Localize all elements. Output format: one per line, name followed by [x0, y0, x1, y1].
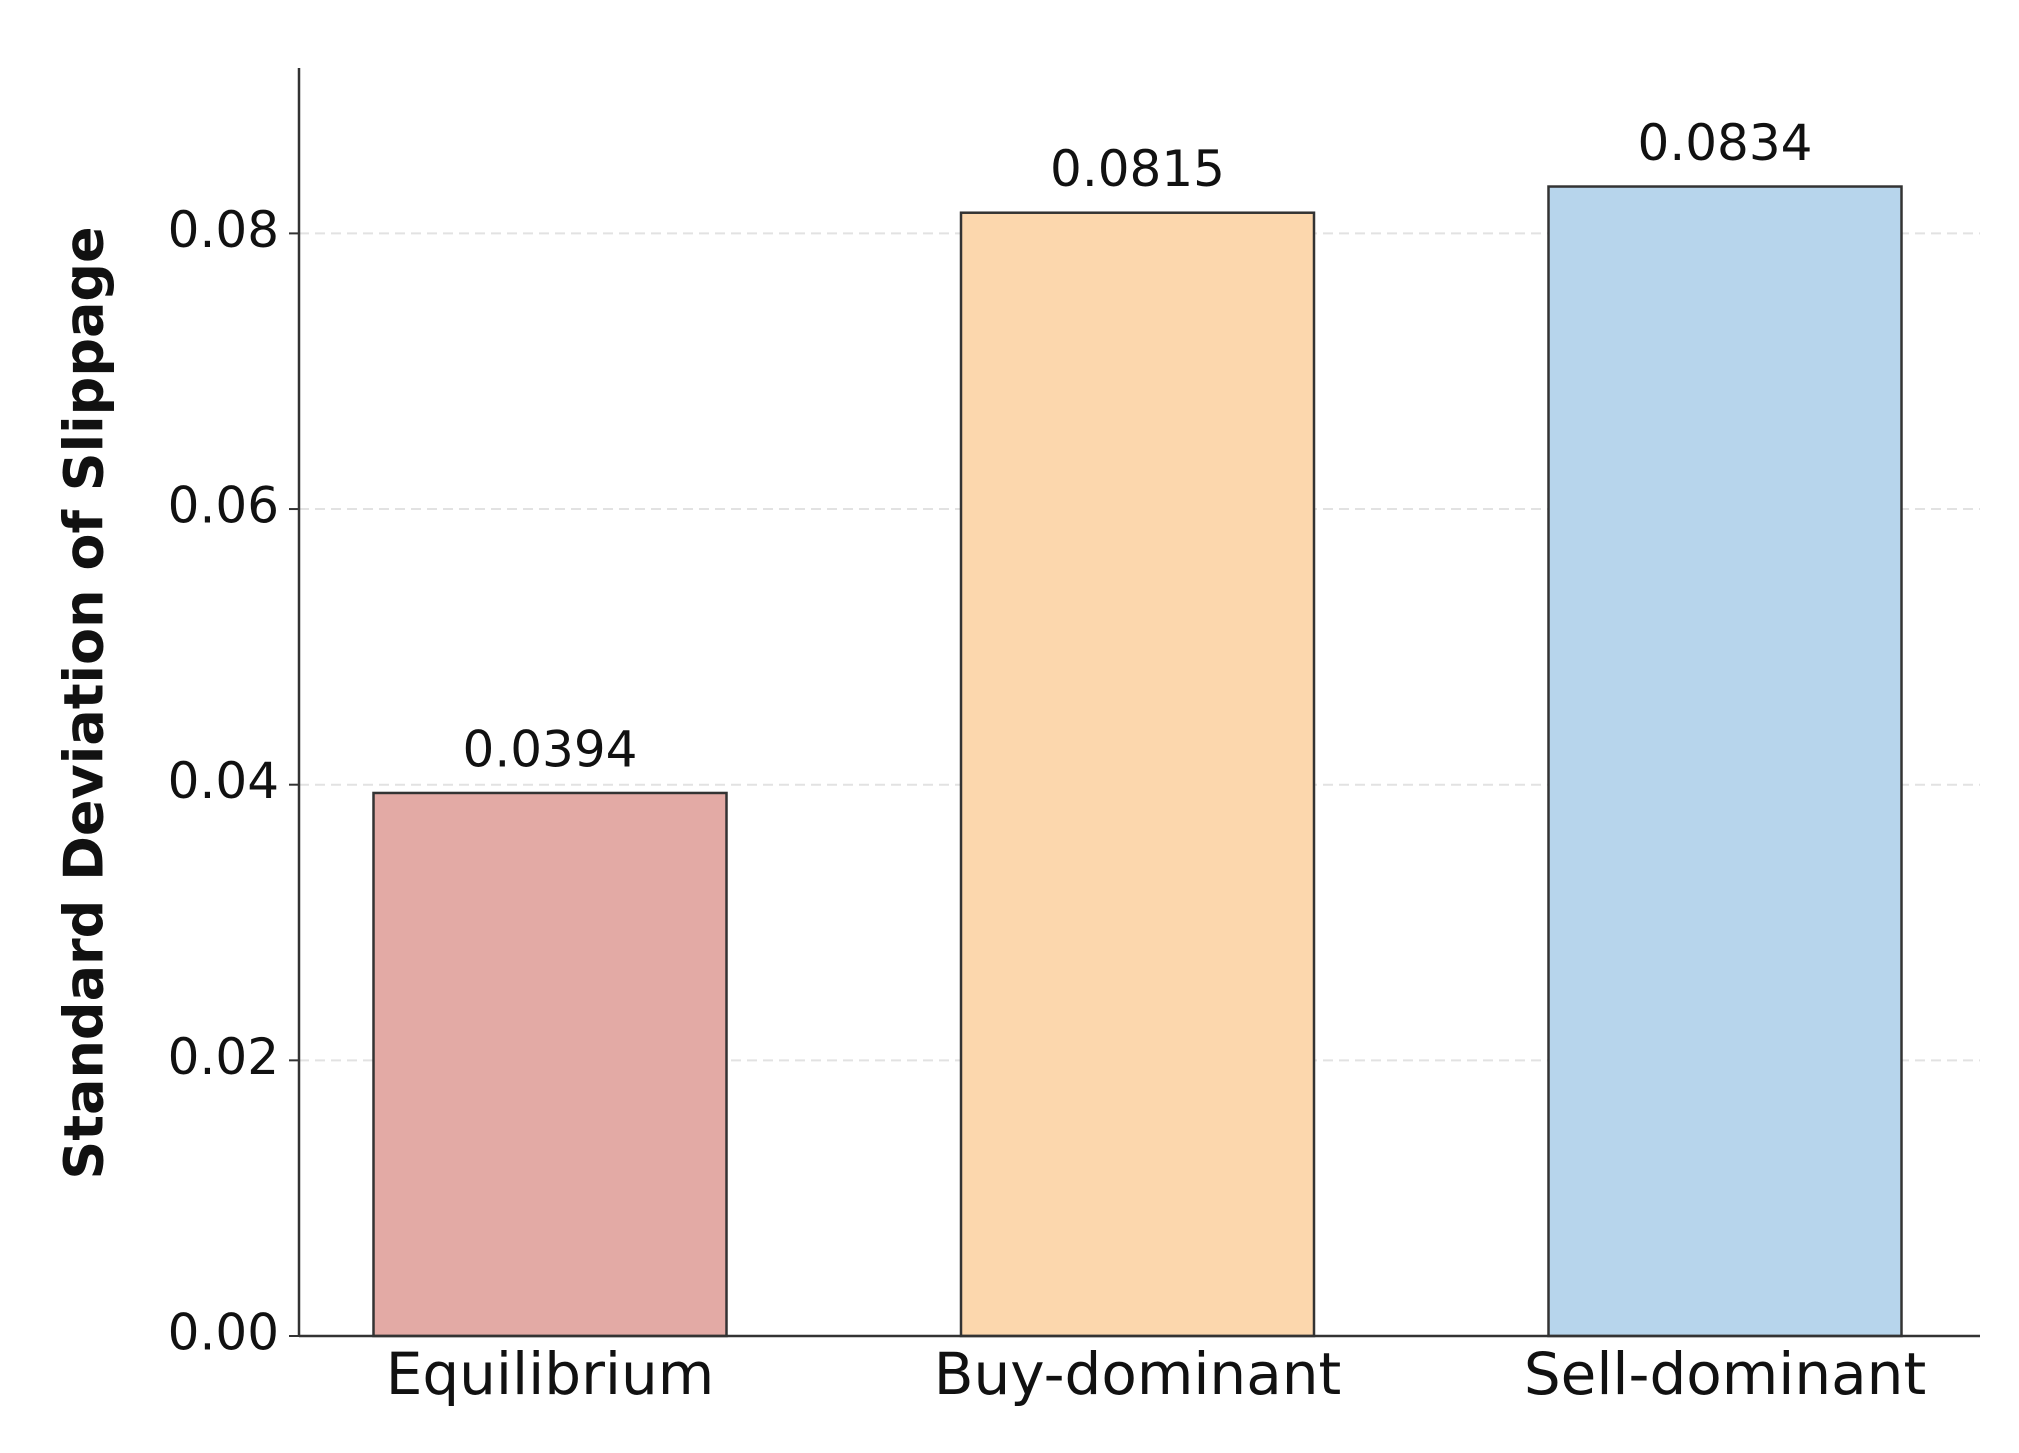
bar	[1547, 185, 1903, 1338]
x-tick-label: Equilibrium	[386, 1340, 715, 1408]
y-tick-label: 0.06	[168, 477, 279, 535]
y-tick-label: 0.02	[168, 1028, 279, 1086]
bar	[372, 791, 728, 1338]
y-tick-label: 0.04	[168, 752, 279, 810]
y-tick-label: 0.08	[168, 201, 279, 259]
value-label: 0.0815	[1050, 140, 1225, 198]
y-tick-label: 0.00	[168, 1304, 279, 1362]
bar	[959, 211, 1316, 1338]
x-tick-label: Sell-dominant	[1524, 1340, 1926, 1408]
y-axis-label: Standard Deviation of Slippage	[53, 226, 116, 1179]
value-label: 0.0394	[463, 720, 638, 778]
value-label: 0.0834	[1638, 114, 1813, 172]
x-tick-label: Buy-dominant	[934, 1340, 1342, 1408]
